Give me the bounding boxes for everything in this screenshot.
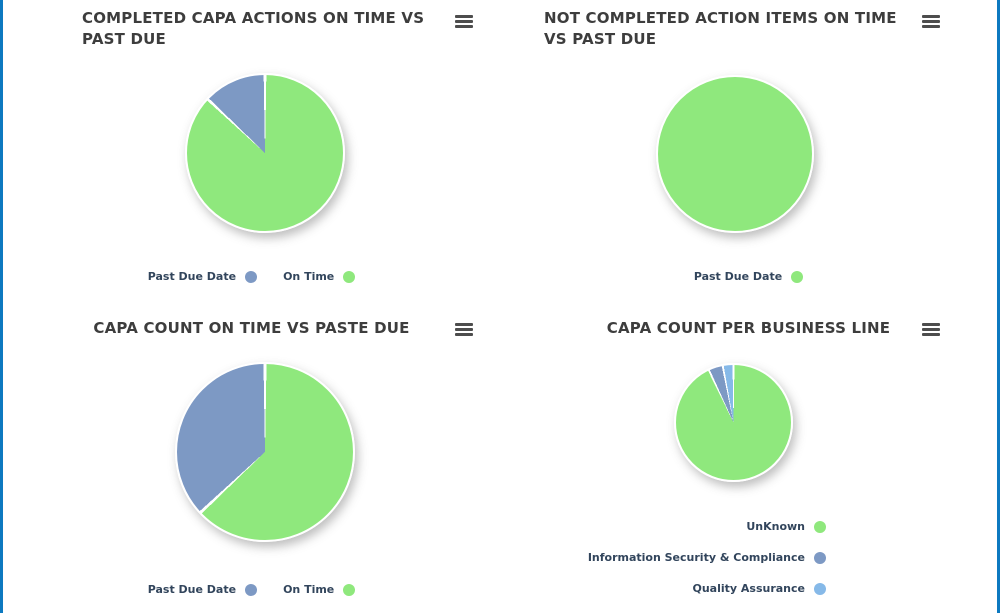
- chart-title: CAPA COUNT ON TIME VS PASTE DUE: [93, 319, 410, 337]
- legend-label: On Time: [283, 270, 335, 283]
- legend-label: Past Due Date: [147, 270, 237, 283]
- legend-dot: [245, 270, 258, 283]
- pie-chart[interactable]: [656, 75, 814, 233]
- charts-grid: COMPLETED CAPA ACTIONS ON TIME VS PAST D…: [3, 0, 997, 613]
- legend-dot: [814, 582, 826, 595]
- legend-dot: [791, 270, 804, 283]
- pie-chart[interactable]: [185, 73, 345, 233]
- chart-legend: UnKnown Information Security & Complianc…: [588, 520, 826, 595]
- legend-item[interactable]: Quality Assurance: [692, 582, 826, 595]
- chart-widget-capa-count-per-business-line: CAPA COUNT PER BUSINESS LINE UnKnown Inf…: [500, 305, 997, 613]
- hamburger-menu-icon[interactable]: [922, 323, 940, 336]
- legend-dot: [814, 520, 826, 533]
- hamburger-menu-icon[interactable]: [922, 15, 940, 28]
- legend-item[interactable]: On Time: [283, 583, 356, 596]
- legend-label: Past Due Date: [693, 270, 783, 283]
- chart-legend: Past Due Date On Time: [3, 270, 500, 283]
- legend-label: Information Security & Compliance: [587, 551, 805, 564]
- chart-title: CAPA COUNT PER BUSINESS LINE: [606, 319, 891, 337]
- legend-item[interactable]: On Time: [283, 270, 356, 283]
- legend-dot: [343, 583, 356, 596]
- legend-label: Quality Assurance: [692, 582, 805, 595]
- hamburger-menu-icon[interactable]: [455, 15, 473, 28]
- legend-label: UnKnown: [746, 520, 805, 533]
- legend-item[interactable]: Information Security & Compliance: [588, 551, 826, 564]
- pie-chart[interactable]: [175, 362, 355, 542]
- chart-widget-not-completed-action-items: NOT COMPLETED ACTION ITEMS ON TIME VS PA…: [500, 0, 997, 305]
- legend-label: On Time: [283, 583, 335, 596]
- legend-item[interactable]: Past Due Date: [147, 270, 258, 283]
- legend-item[interactable]: Past Due Date: [693, 270, 804, 283]
- chart-title: NOT COMPLETED ACTION ITEMS ON TIME VS PA…: [544, 9, 897, 48]
- pie-chart[interactable]: [674, 363, 793, 482]
- legend-dot: [343, 270, 356, 283]
- legend-dot: [245, 583, 258, 596]
- chart-legend: Past Due Date On Time: [3, 583, 500, 596]
- chart-widget-completed-capa-actions: COMPLETED CAPA ACTIONS ON TIME VS PAST D…: [3, 0, 500, 305]
- legend-dot: [814, 551, 826, 564]
- hamburger-menu-icon[interactable]: [455, 323, 473, 336]
- chart-title: COMPLETED CAPA ACTIONS ON TIME VS PAST D…: [82, 9, 425, 48]
- legend-item[interactable]: UnKnown: [746, 520, 826, 533]
- legend-item[interactable]: Past Due Date: [147, 583, 258, 596]
- chart-widget-capa-count-on-time: CAPA COUNT ON TIME VS PASTE DUE Past Due…: [3, 305, 500, 613]
- legend-label: Past Due Date: [147, 583, 237, 596]
- chart-legend: Past Due Date: [500, 270, 997, 283]
